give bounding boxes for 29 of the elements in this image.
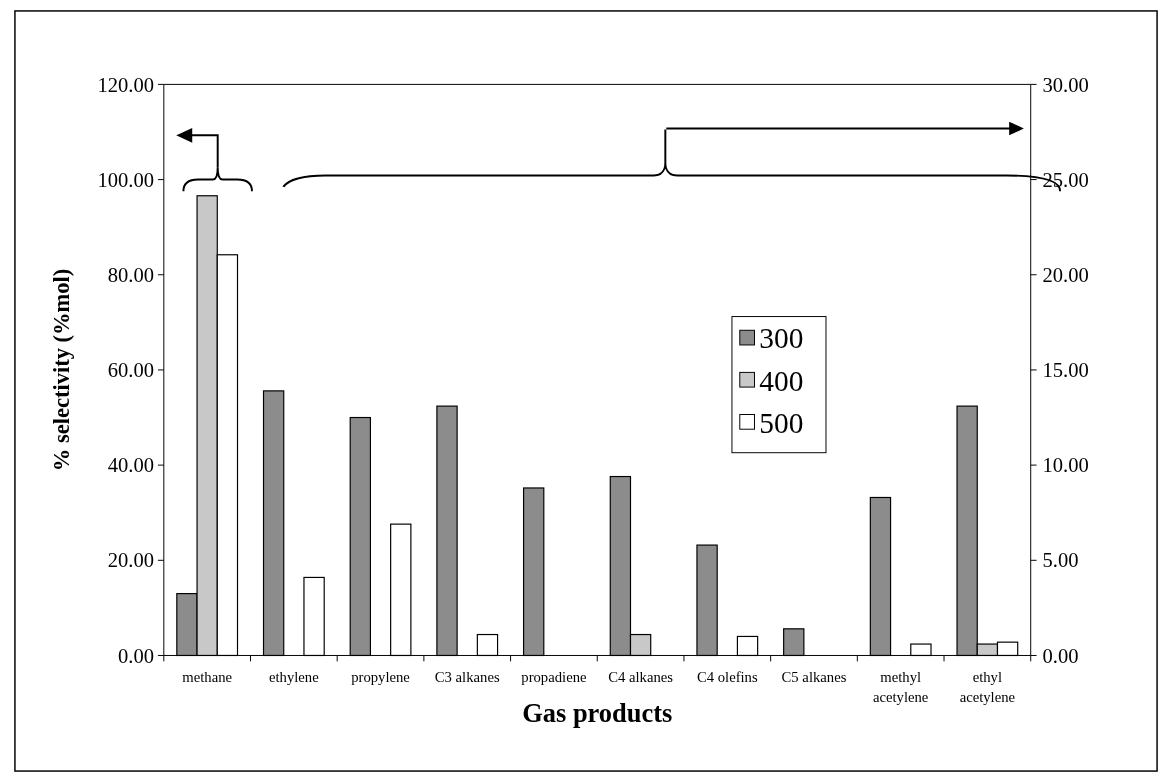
legend-label: 500 [759,406,804,439]
y-tick-label: 60.00 [107,359,155,382]
x-tick-label: ethylene [268,668,320,685]
y-tick-label: 20.00 [107,549,155,572]
x-tick-label: C4 alkanes [608,668,674,685]
y2-tick-label: 0.00 [1042,644,1079,667]
y-tick-label: 80.00 [107,263,155,286]
x-axis-title: Gas products [522,698,673,729]
y-axis-title: % selectivity (%mol) [48,268,74,472]
x-tick-label: ethyl acetylene [959,668,1016,705]
y2-tick-label: 30.00 [1042,73,1089,96]
legend-label: 400 [759,364,804,397]
y2-tick-label: 15.00 [1042,359,1089,382]
y-tick-label: 40.00 [107,454,155,477]
y-tick-label: 100.00 [97,168,155,191]
y2-tick-label: 25.00 [1042,168,1089,191]
x-tick-label: methyl acetylene [872,668,929,705]
x-tick-label: propadiene [521,668,588,685]
y2-tick-label: 5.00 [1042,549,1079,572]
x-tick-label: propylene [351,668,411,685]
y-tick-label: 0.00 [118,644,155,667]
y2-tick-label: 20.00 [1042,263,1089,286]
x-tick-label: C5 alkanes [781,668,847,685]
legend-label: 300 [759,322,804,355]
x-tick-label: C4 olefins [696,668,758,685]
x-tick-label: methane [182,668,233,685]
y2-tick-label: 10.00 [1042,454,1089,477]
x-tick-label: C3 alkanes [434,668,500,685]
y-tick-label: 120.00 [97,73,155,96]
